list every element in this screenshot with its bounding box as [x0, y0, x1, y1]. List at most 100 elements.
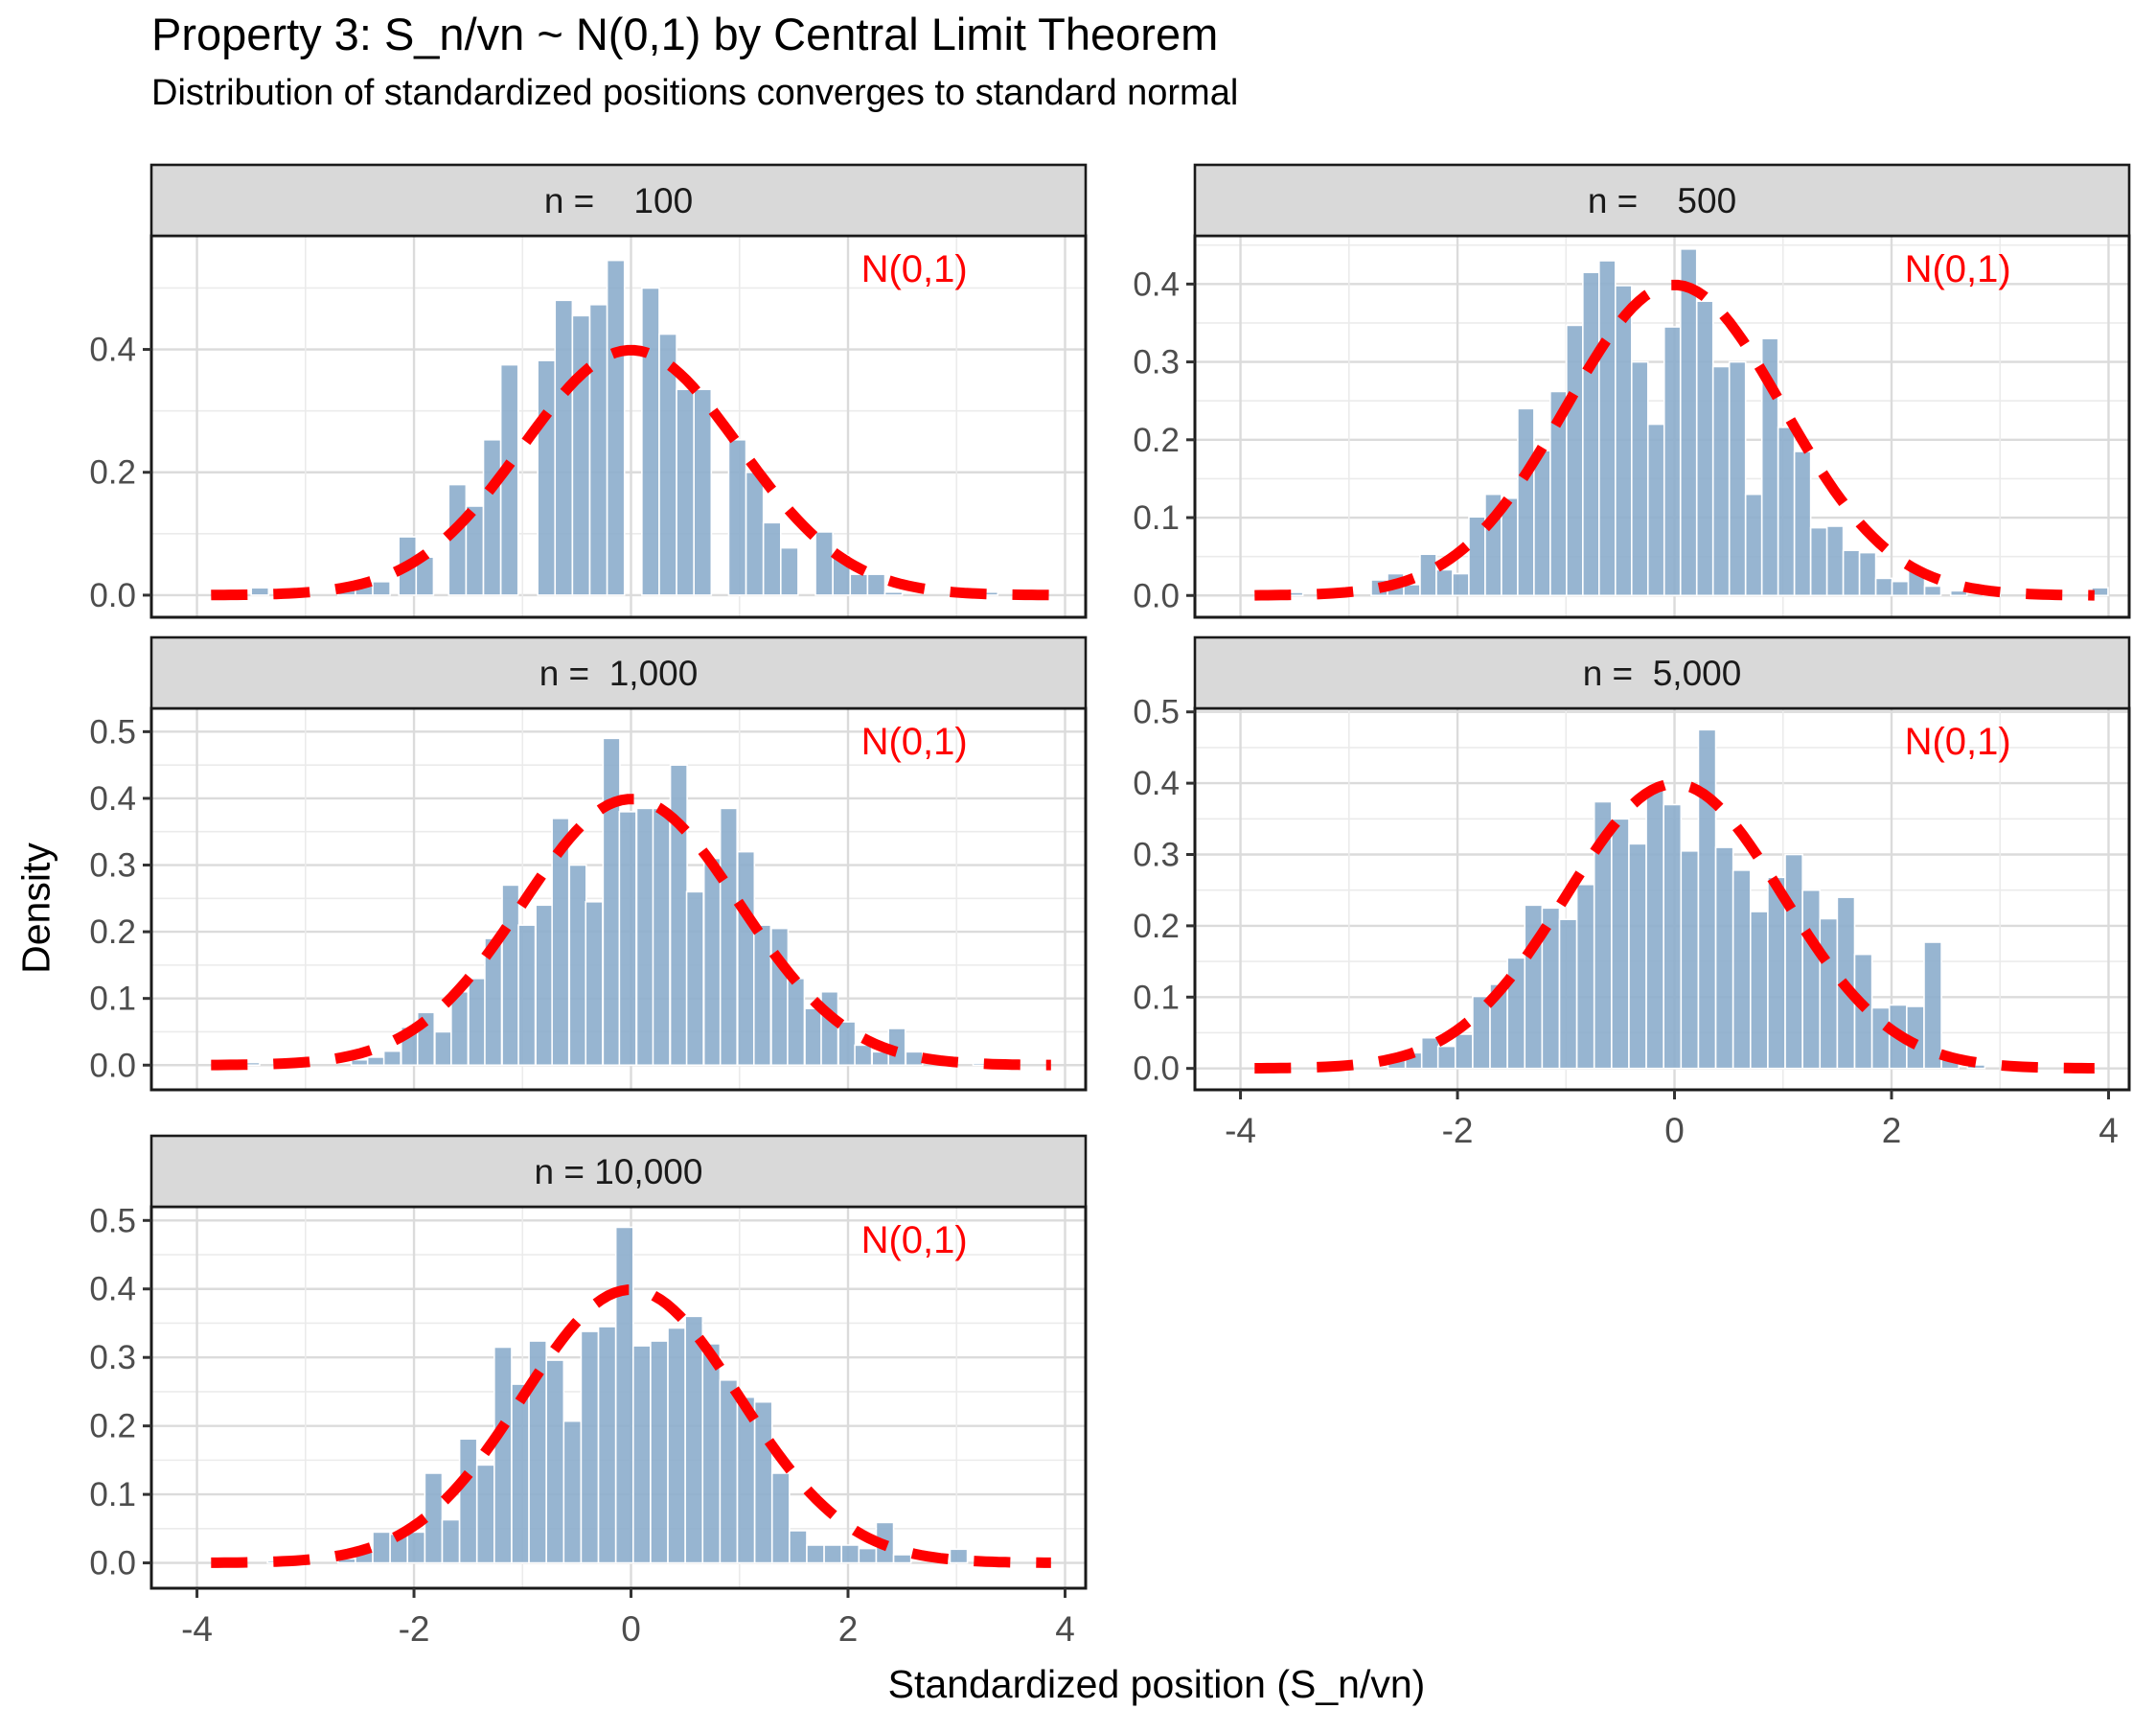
histogram-bar [693, 388, 713, 596]
histogram-bar [1663, 803, 1683, 1070]
histogram-bar [1695, 300, 1714, 597]
facet-strip [149, 1134, 1088, 1209]
plot-title: Property 3: S_n/vn ~ N(0,1) by Central L… [151, 9, 1219, 59]
histogram-bar [753, 1400, 773, 1564]
histogram-bar [458, 1438, 478, 1564]
y-tick-label: 0.1 [89, 981, 136, 1018]
x-tick-label: 0 [621, 1609, 641, 1649]
histogram-bar [1646, 423, 1665, 597]
y-tick-label: 0.2 [1133, 422, 1180, 459]
normal-curve [1254, 279, 2095, 601]
histogram-bar [382, 1050, 401, 1067]
histogram-bar [905, 1051, 924, 1067]
histogram-bar [1858, 551, 1877, 597]
y-tick-label: 0.0 [1133, 577, 1180, 614]
histogram-bar [702, 857, 722, 1067]
histogram-bar [635, 807, 654, 1067]
y-tick-label: 0.1 [1133, 979, 1180, 1016]
histogram-bar [1611, 818, 1630, 1070]
normal-curve [211, 344, 1051, 601]
histogram-bar [1566, 324, 1584, 597]
histogram-bar [849, 573, 869, 596]
histogram-bar [406, 1531, 426, 1564]
facet-panel-10000: N(0,1) n = 10,000 0.0 0.1 0.2 0.3 0.4 0.5 -4 -2 0 2… [56, 1134, 1091, 1679]
histogram-bar [1533, 450, 1551, 597]
histogram-bar [823, 1544, 843, 1564]
histogram-bar [676, 388, 696, 596]
histogram-bar [1809, 526, 1828, 597]
histogram-bar [631, 1345, 652, 1564]
histogram-bar [1680, 849, 1700, 1070]
histogram-bar [501, 884, 520, 1067]
histogram-bar [719, 807, 739, 1067]
histogram-bar [1784, 853, 1803, 1070]
normal-curve [1254, 778, 2095, 1074]
histogram-bar [949, 1548, 969, 1564]
histogram-bar [1420, 1036, 1440, 1070]
facet-svg-500: N(0,1) n = 500 0.0 0.1 0.2 0.3 0.4 [1133, 163, 2131, 619]
histogram-bar [571, 314, 591, 596]
y-tick-label: 0.4 [89, 332, 136, 369]
histogram-bar [1472, 995, 1491, 1070]
histogram-bar [779, 546, 799, 596]
y-tick-label: 0.2 [89, 913, 136, 951]
histogram-bar [892, 1554, 912, 1564]
histogram-bar [1452, 572, 1470, 597]
facet-svg-5000: N(0,1) n = 5,000 0.0 0.1 0.2 0.3 0.4 0.5 -4 -2 0 2 4 [1133, 635, 2131, 1150]
x-tick-label: 4 [1055, 1609, 1075, 1649]
normal-curve-label: N(0,1) [861, 1219, 968, 1261]
y-tick-label: 0.4 [1133, 266, 1180, 303]
histogram-bar [736, 850, 756, 1067]
histogram-bar [1628, 843, 1647, 1070]
y-tick-label: 0.0 [89, 1047, 136, 1084]
histogram-bar [789, 1530, 808, 1564]
histogram-bar [1728, 360, 1747, 597]
facet-svg-1000: N(0,1) n = 1,000 0.0 0.1 0.2 0.3 0.4 0.5 [89, 635, 1088, 1092]
y-tick-label: 0.0 [89, 577, 136, 614]
histogram-bar [568, 864, 587, 1067]
histogram-bar [701, 1343, 722, 1564]
histogram-bar [1436, 1045, 1456, 1070]
histogram-bar [372, 581, 391, 596]
histogram-bar [1874, 577, 1893, 597]
x-tick-label: -4 [181, 1609, 213, 1649]
histogram-bar [606, 259, 626, 596]
histogram-bar [614, 1226, 634, 1564]
y-tick-label: 0.0 [89, 1545, 136, 1582]
histogram-bar [854, 1044, 873, 1067]
y-tick-label: 0.2 [89, 454, 136, 492]
histogram-bar [804, 1007, 823, 1067]
histogram-bar [837, 1021, 857, 1067]
histogram-bar [545, 1359, 565, 1564]
y-tick-label: 0.3 [89, 1339, 136, 1376]
histogram-bar [745, 471, 765, 596]
histogram-bar [1870, 1006, 1891, 1070]
histogram-bar [652, 807, 671, 1067]
normal-curve-label: N(0,1) [1905, 721, 2011, 763]
histogram-bar [511, 1383, 530, 1564]
facet-strip [149, 635, 1088, 710]
histogram-bar [441, 1518, 461, 1564]
histogram-bar [350, 1058, 369, 1067]
facet-panel-100: N(0,1) n = 100 0.0 0.2 0.4 [56, 163, 1091, 635]
histogram-bar [858, 1547, 878, 1564]
histogram-bar [1679, 248, 1698, 597]
x-tick-label: 2 [1882, 1111, 1902, 1150]
facet-strip [1193, 635, 2131, 710]
histogram-bar [602, 737, 621, 1067]
histogram-bar [1615, 285, 1633, 597]
x-tick-label: 4 [2099, 1111, 2119, 1150]
histogram-bar [1819, 917, 1839, 1070]
histogram-bar [770, 927, 790, 1067]
histogram-bar [580, 1330, 600, 1564]
histogram-bar [820, 990, 839, 1067]
histogram-bar [1923, 941, 1942, 1070]
histogram-bar [669, 764, 688, 1067]
normal-curve [211, 1284, 1051, 1568]
histogram-bar [1767, 876, 1786, 1070]
histogram-bar [736, 1396, 756, 1564]
y-tick-label: 0.2 [89, 1408, 136, 1445]
histogram-bar [1714, 846, 1734, 1070]
histogram-bar [366, 1056, 385, 1067]
